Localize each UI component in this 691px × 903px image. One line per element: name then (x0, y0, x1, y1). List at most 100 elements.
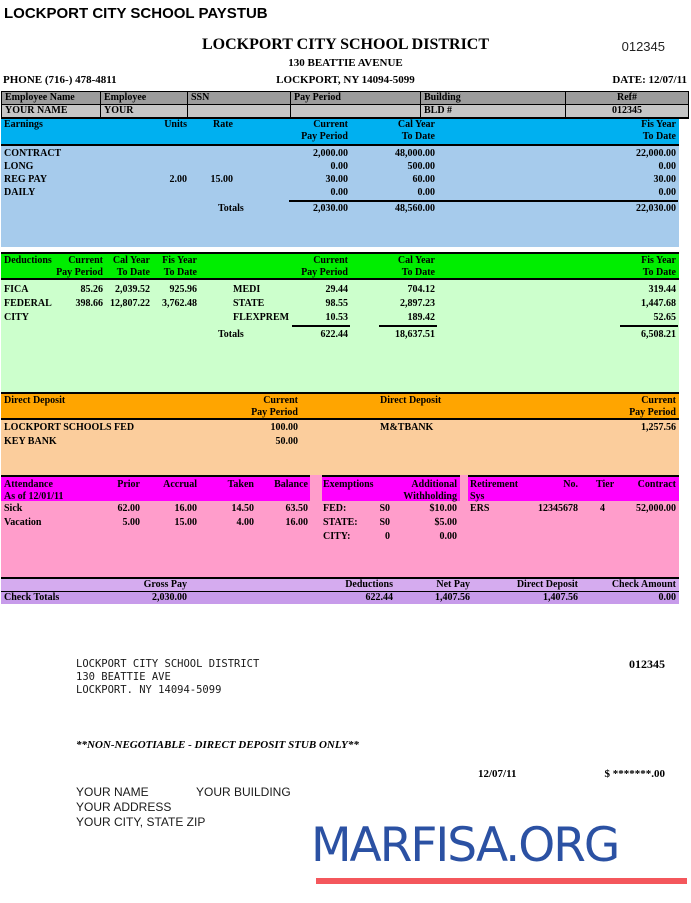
earnings-row-cal: 0.00 (417, 187, 436, 198)
earnings-totals-fis: 22,030.00 (636, 203, 676, 214)
direct-deposit-title: Direct Deposit (380, 395, 442, 406)
retirement-contract-header: Contract (637, 479, 676, 490)
totals-underline (379, 325, 437, 327)
direct-deposit-title: Direct Deposit (4, 395, 66, 406)
page-title: LOCKPORT CITY SCHOOL PAYSTUB (4, 5, 268, 22)
stub-amount: $ *******.00 (604, 768, 666, 780)
retirement-number: 12345678 (538, 503, 578, 514)
attendance-prior-header: Prior (117, 479, 140, 490)
check-totals-label: Check Totals (4, 592, 60, 603)
totals-underline (292, 325, 350, 327)
check-totals-deductions-header: Deductions (345, 579, 393, 590)
deduction-cal: 2,897.23 (400, 298, 435, 309)
deductions-to-date-header: To Date (116, 267, 150, 278)
attendance-balance-header: Balance (274, 479, 308, 490)
check-totals-row-band (1, 592, 679, 604)
check-totals-gross-header: Gross Pay (143, 579, 187, 590)
divider (1, 252, 679, 254)
phone: PHONE (716-) 478-4811 (3, 74, 117, 86)
attendance-title: Attendance (4, 479, 53, 490)
deductions-fis-year-header: Fis Year (641, 255, 676, 266)
deductions-current-header: Current (68, 255, 103, 266)
earnings-pay-period-header: Pay Period (301, 131, 348, 142)
check-totals-direct-deposit: 1,407.56 (543, 592, 578, 603)
exemption-amount: $10.00 (429, 503, 458, 514)
attendance-row-name: Sick (4, 503, 23, 514)
attendance-taken: 14.50 (231, 503, 255, 514)
earnings-row-name: LONG (4, 161, 34, 172)
exemption-amount: $5.00 (434, 517, 458, 528)
attendance-accrual: 15.00 (174, 517, 198, 528)
earnings-row-cal: 60.00 (412, 174, 436, 185)
deduction-current: 29.44 (325, 284, 349, 295)
retirement-title: Retirement (470, 479, 519, 490)
deductions-body-band (1, 280, 679, 392)
exemptions-additional-header: Additional (411, 479, 457, 490)
retirement-contract: 52,000.00 (636, 503, 676, 514)
earnings-totals-label: Totals (218, 203, 244, 214)
earnings-header-band (1, 118, 679, 144)
divider (1, 591, 679, 592)
deductions-to-date-header: To Date (163, 267, 197, 278)
retirement-tier: 4 (600, 503, 605, 514)
ssn-value (188, 105, 291, 117)
check-totals-net: 1,407.56 (435, 592, 470, 603)
ref-number-bottom: 012345 (629, 657, 665, 671)
deduction-current: 398.66 (75, 298, 104, 309)
direct-deposit-pay-period-header: Pay Period (629, 407, 676, 418)
deductions-title: Deductions (4, 255, 52, 266)
attendance-row-name: Vacation (4, 517, 42, 528)
district-address: 130 BEATTIE AVENUE (288, 57, 403, 69)
retirement-header-band (468, 475, 679, 501)
exemption-value: S0 (379, 503, 390, 514)
earnings-row-current: 0.00 (330, 187, 349, 198)
city-line: LOCKPORT, NY 14094-5099 (276, 74, 415, 86)
direct-deposit-account: M&TBANK (380, 422, 434, 433)
deductions-pay-period-header: Pay Period (56, 267, 103, 278)
stub-name: YOUR NAME (76, 785, 149, 799)
earnings-rate-header: Rate (213, 119, 233, 130)
attendance-taken-header: Taken (227, 479, 254, 490)
deduction-current: 98.55 (325, 298, 349, 309)
direct-deposit-account: KEY BANK (4, 436, 57, 447)
attendance-prior: 5.00 (122, 517, 141, 528)
deductions-cal-year-header: Cal Year (112, 255, 150, 266)
ref-number-top: 012345 (621, 39, 665, 54)
earnings-fis-year-header: Fis Year (641, 119, 676, 130)
divider (1, 418, 679, 420)
deduction-fis: 3,762.48 (162, 298, 197, 309)
deduction-name: FEDERAL (4, 298, 52, 309)
employee-name-value: YOUR NAME (2, 105, 101, 117)
col-header-ssn: SSN (188, 92, 291, 105)
earnings-row-fis: 0.00 (658, 187, 677, 198)
deduction-name: FICA (4, 284, 29, 295)
earnings-to-date-header: To Date (401, 131, 435, 142)
deductions-header-band (1, 254, 679, 278)
earnings-units-header: Units (164, 119, 187, 130)
deduction-fis: 925.96 (169, 284, 198, 295)
earnings-row-current: 30.00 (325, 174, 349, 185)
deduction-cal: 189.42 (407, 312, 436, 323)
earnings-row-rate: 15.00 (210, 174, 234, 185)
exemption-name: CITY: (323, 531, 351, 542)
check-totals-net-header: Net Pay (436, 579, 470, 590)
divider (1, 144, 679, 146)
direct-deposit-header-band (1, 394, 679, 418)
direct-deposit-current-header: Current (641, 395, 676, 406)
attendance-accrual: 16.00 (174, 503, 198, 514)
earnings-row-fis: 0.00 (658, 161, 677, 172)
exemptions-title: Exemptions (323, 479, 374, 490)
deductions-totals-current: 622.44 (320, 329, 349, 340)
earnings-totals-cal: 48,560.00 (395, 203, 435, 214)
earnings-body-band (1, 146, 679, 247)
stub-city-state-zip: YOUR CITY, STATE ZIP (76, 815, 206, 829)
divider (1, 392, 679, 394)
earnings-totals-current: 2,030.00 (313, 203, 348, 214)
check-totals-header-band (1, 579, 679, 591)
earnings-row-current: 2,000.00 (313, 148, 348, 159)
deductions-cal-year-header: Cal Year (397, 255, 435, 266)
non-negotiable-notice: **NON-NEGOTIABLE - DIRECT DEPOSIT STUB O… (76, 739, 359, 751)
marfisa-underline (316, 878, 687, 884)
earnings-current-header: Current (313, 119, 348, 130)
